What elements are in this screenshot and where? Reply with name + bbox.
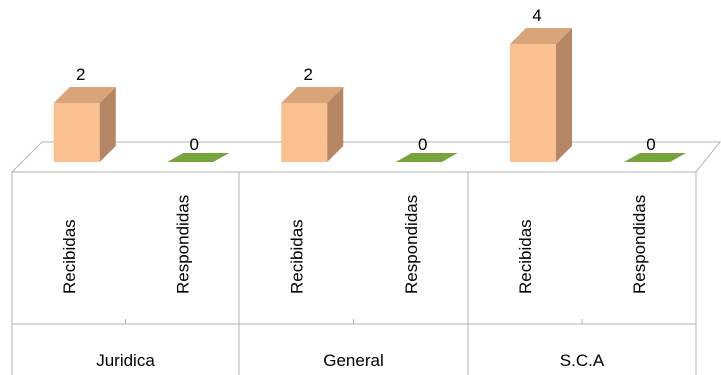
bar-front — [281, 103, 328, 162]
bar-side — [99, 87, 116, 162]
series-tick-label: Respondidas — [402, 195, 421, 294]
group-label: Juridica — [96, 351, 155, 370]
bar-zero — [395, 153, 458, 162]
data-label: 4 — [532, 6, 541, 25]
series-tick-label: Recibidas — [287, 219, 306, 294]
bar-side — [327, 87, 344, 162]
group-label: General — [323, 351, 383, 370]
bar-top — [510, 28, 572, 44]
series-tick-label: Respondidas — [173, 195, 192, 294]
bar-front — [510, 44, 556, 162]
chart-floor — [10, 141, 721, 173]
data-label: 0 — [418, 135, 427, 154]
data-label: 2 — [304, 65, 313, 84]
data-label: 0 — [190, 135, 199, 154]
bar-front — [53, 103, 100, 162]
bar-zero — [624, 153, 686, 162]
bar-top — [53, 87, 116, 103]
series-tick-label: Recibidas — [516, 219, 535, 294]
bar-side — [556, 28, 572, 162]
bar-zero — [167, 153, 230, 162]
group-label: S.C.A — [560, 351, 605, 370]
data-label: 0 — [646, 135, 655, 154]
bar-top — [281, 87, 344, 103]
data-label: 2 — [76, 65, 85, 84]
series-tick-label: Respondidas — [630, 195, 649, 294]
series-tick-label: Recibidas — [60, 219, 79, 294]
